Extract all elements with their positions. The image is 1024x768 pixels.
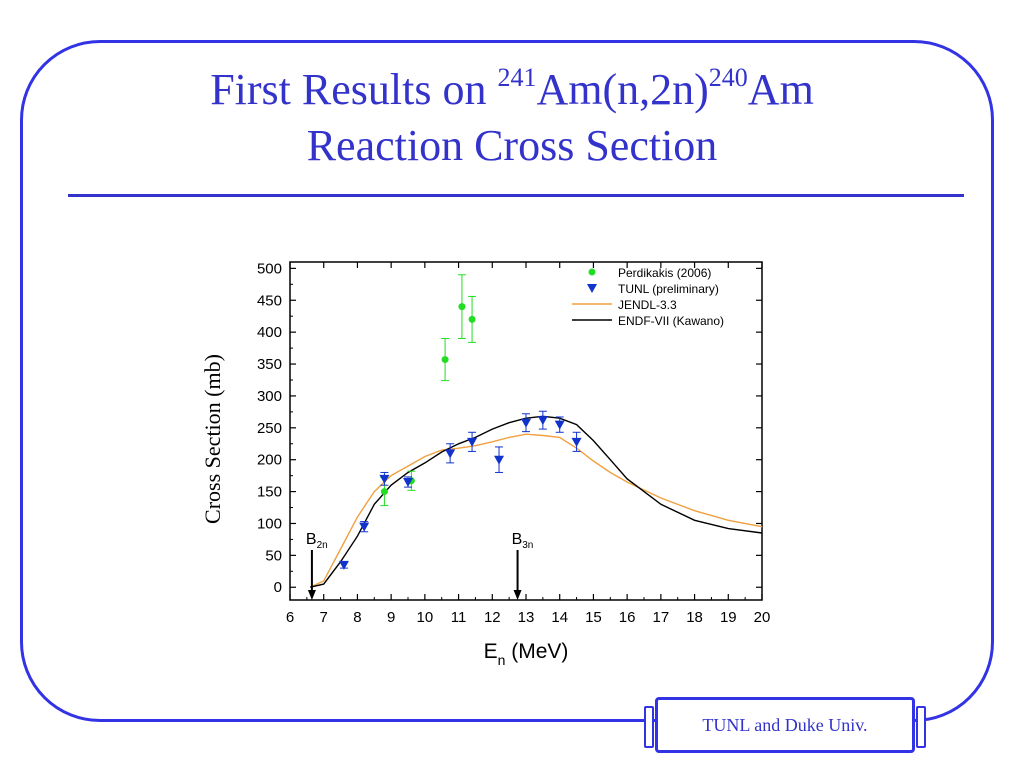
x-tick-label: 10 [417,609,434,626]
footer-text: TUNL and Duke Univ. [702,714,868,735]
y-tick-label: 450 [257,292,282,309]
y-tick-label: 350 [257,356,282,373]
x-tick-label: 14 [551,609,568,626]
slide-frame [20,40,994,722]
y-tick-label: 300 [257,388,282,405]
y-tick-label: 150 [257,484,282,501]
series-line-jendl-3-3 [309,433,763,588]
legend-label: TUNL (preliminary) [618,282,719,296]
data-point [554,420,565,430]
y-tick-label: 400 [257,324,282,341]
title-text-am: Am [747,65,814,114]
data-point [537,416,548,426]
data-point [467,437,478,447]
slide-title: First Results on 241Am(n,2n)240Am Reacti… [0,62,1024,174]
x-tick-label: 18 [686,609,703,626]
y-tick-label: 250 [257,420,282,437]
x-tick-label: 13 [518,609,535,626]
data-point [521,418,531,428]
title-text-a: First Results on [210,65,498,114]
threshold-arrow-head [513,590,522,600]
x-tick-label: 16 [619,609,636,626]
y-tick-label: 200 [257,452,282,469]
data-point [359,522,370,532]
footer-box: TUNL and Duke Univ. [644,697,926,753]
x-tick-label: 7 [320,609,328,626]
y-tick-label: 500 [257,260,282,277]
y-tick-label: 50 [265,547,282,564]
title-text-reaction: Am(n,2n) [536,65,709,114]
x-axis-label: En (MeV) [484,640,569,668]
series-line-endf-vii-kawano- [310,415,763,588]
y-axis-label: Cross Section (mb) [200,354,225,524]
x-tick-label: 6 [286,609,294,626]
legend-marker [588,268,596,276]
x-tick-label: 11 [451,609,467,626]
x-tick-label: 15 [585,609,602,626]
title-sup-240: 240 [708,63,748,92]
data-point [338,560,349,570]
data-point [494,455,505,465]
y-tick-label: 100 [257,515,282,532]
data-point [403,478,413,488]
title-line-2: Reaction Cross Section [306,121,718,170]
legend-label: JENDL-3.3 [618,298,677,312]
x-tick-label: 9 [387,609,395,626]
x-tick-label: 8 [353,609,361,626]
x-tick-label: 19 [720,609,737,626]
cross-section-chart: 6 7 8 9 10 11 12 13 14 15 16 17 18 19 2005010015020025… [200,260,771,668]
title-rule [68,194,964,197]
data-point [380,488,388,496]
title-sup-241: 241 [497,63,537,92]
data-point [379,474,390,484]
threshold-label: B2n [306,531,328,551]
y-tick-label: 0 [274,579,282,596]
data-point [468,315,476,323]
x-tick-label: 17 [653,609,670,626]
legend-label: ENDF-VII (Kawano) [618,314,724,328]
x-tick-label: 12 [484,609,501,626]
title-line-1: First Results on 241Am(n,2n)240Am [0,62,1024,118]
data-point [445,449,456,459]
legend-label: Perdikakis (2006) [618,266,711,280]
legend-marker [587,284,597,293]
x-tick-label: 20 [754,609,771,626]
threshold-arrow-head [307,590,316,600]
data-point [571,437,582,447]
threshold-label: B3n [512,531,534,551]
data-point [458,303,466,311]
data-point [441,356,449,364]
